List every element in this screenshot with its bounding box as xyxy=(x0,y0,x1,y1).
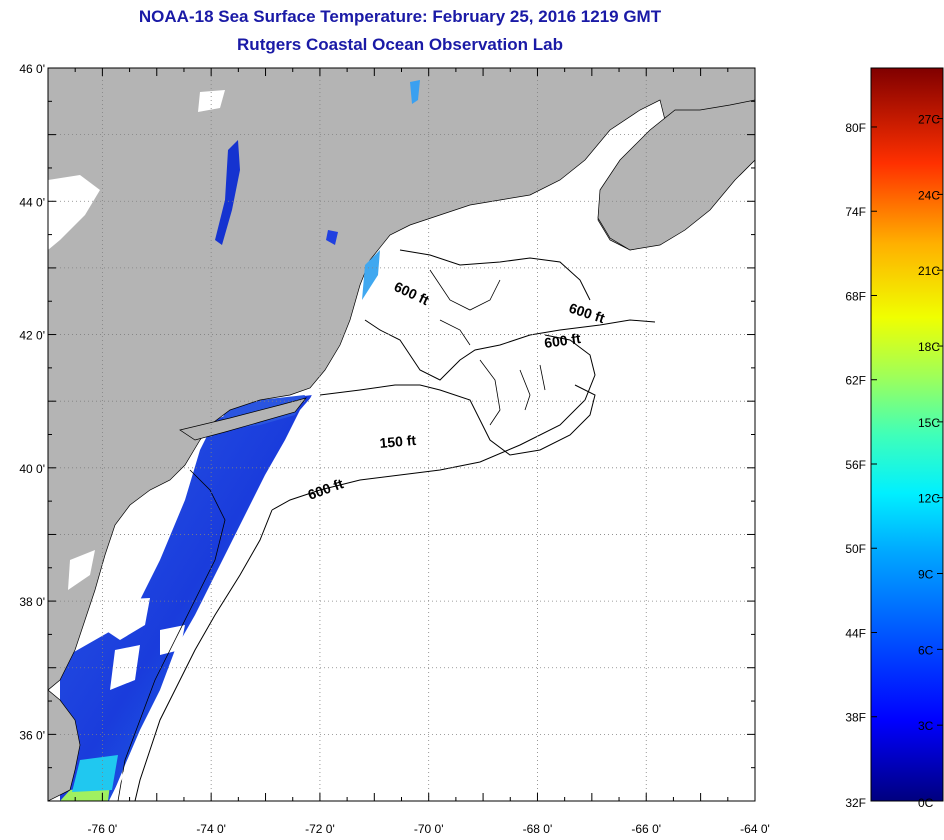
colorbar-fahrenheit-label: 80F xyxy=(845,121,866,135)
lat-label: 40 0' xyxy=(19,462,45,476)
colorbar-celsius-label: 15C xyxy=(918,416,940,430)
colorbar-celsius-label: 27C xyxy=(918,113,940,127)
colorbar-fahrenheit-label: 74F xyxy=(845,205,866,219)
colorbar-fahrenheit-label: 32F xyxy=(845,796,866,810)
contour-600ft-north xyxy=(399,249,591,301)
colorbar-fahrenheit-label: 38F xyxy=(845,711,866,725)
colorbar xyxy=(870,67,944,802)
lat-label: 36 0' xyxy=(19,728,45,742)
lon-label: -68 0' xyxy=(523,822,553,836)
colorbar-celsius-label: 0C xyxy=(918,796,934,810)
colorbar-celsius-label: 24C xyxy=(918,188,940,202)
colorbar-celsius-label: 6C xyxy=(918,643,934,657)
chart-subtitle: Rutgers Coastal Ocean Observation Lab xyxy=(237,35,563,54)
moosehead-lake xyxy=(410,80,420,104)
lat-label: 44 0' xyxy=(19,195,45,209)
lat-label: 38 0' xyxy=(19,595,45,609)
colorbar-fahrenheit-label: 56F xyxy=(845,458,866,472)
lon-label: -70 0' xyxy=(414,822,444,836)
colorbar-celsius-label: 12C xyxy=(918,492,940,506)
contour-label-georges-east-600: 600 ft xyxy=(543,330,582,351)
contour-inner-shelf xyxy=(117,469,226,801)
coastal-sst-maine xyxy=(362,250,380,300)
lat-label: 46 0' xyxy=(19,62,45,76)
lon-label: -72 0' xyxy=(305,822,335,836)
colorbar-ticks xyxy=(871,118,943,802)
colorbar-labels: 27C 24C 21C 18C 15C 12C 9C 6C 3C 0C 80F 74F 68F 62F 56… xyxy=(845,113,940,810)
contour-shelf-break-south xyxy=(134,509,273,801)
sst-data-swath xyxy=(60,395,313,801)
colorbar-fahrenheit-label: 68F xyxy=(845,289,866,303)
georges-bank-contours xyxy=(479,359,546,426)
latitude-labels: 46 0' 44 0' 42 0' 40 0' 38 0' 36 0' xyxy=(19,62,45,742)
colorbar-celsius-label: 18C xyxy=(918,340,940,354)
contour-150ft xyxy=(319,384,596,456)
offshore-cloud-1 xyxy=(105,598,150,640)
long-island xyxy=(179,397,307,441)
lon-label: -64 0' xyxy=(740,822,770,836)
lon-label: -76 0' xyxy=(88,822,118,836)
lake-winnipesaukee xyxy=(326,230,338,245)
contour-shelf-break xyxy=(271,334,596,511)
colorbar-fahrenheit-label: 44F xyxy=(845,626,866,640)
gulf-basin-contours xyxy=(429,269,501,346)
map-ticks xyxy=(47,67,756,802)
lon-label: -74 0' xyxy=(196,822,226,836)
colorbar-fahrenheit-label: 62F xyxy=(845,374,866,388)
nova-scotia xyxy=(597,99,755,251)
lon-label: -66 0' xyxy=(631,822,661,836)
gulfstream-edge-sst xyxy=(72,755,118,792)
longitude-labels: -76 0' -74 0' -72 0' -70 0' -68 0' -66 0' -64 … xyxy=(88,822,770,836)
contour-600ft-gulf xyxy=(364,319,656,381)
lake-champlain xyxy=(215,140,240,245)
colorbar-celsius-label: 9C xyxy=(918,568,934,582)
cloud-patch-1 xyxy=(48,175,100,250)
colorbar-celsius-label: 3C xyxy=(918,719,934,733)
chart-title: NOAA-18 Sea Surface Temperature: Februar… xyxy=(138,7,662,26)
lat-label: 42 0' xyxy=(19,329,45,343)
colorbar-celsius-label: 21C xyxy=(918,264,940,278)
contour-label-nantucket-150: 150 ft xyxy=(379,432,417,451)
colorbar-fahrenheit-label: 50F xyxy=(845,542,866,556)
swath-edge xyxy=(109,394,314,801)
virginia-land xyxy=(48,689,81,801)
delaware-bay-cloud xyxy=(68,550,95,590)
